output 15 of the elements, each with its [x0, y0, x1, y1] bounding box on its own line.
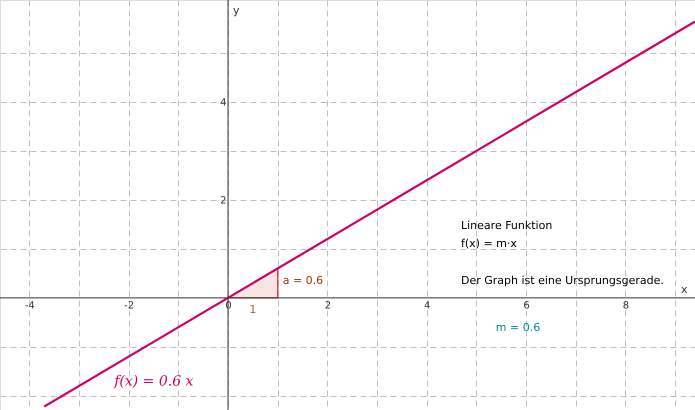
- annotation: Lineare Funktion: [461, 219, 552, 232]
- x-tick-label: 6: [523, 300, 530, 312]
- x-tick-label: 4: [424, 300, 430, 312]
- series-label: f(x) = 0.6 x: [113, 374, 194, 390]
- x-tick-label: 8: [622, 300, 630, 312]
- annotation: a = 0.6: [282, 274, 324, 288]
- annotation: f(x) = m·x: [461, 237, 518, 250]
- x-tick-label: -4: [24, 300, 35, 312]
- x-axis-title: x: [681, 282, 688, 296]
- x-tick-label: 2: [324, 300, 332, 312]
- annotation: m = 0.6: [496, 321, 540, 334]
- x-tick-label: -2: [124, 300, 134, 312]
- y-axis-title: y: [233, 4, 240, 17]
- annotation: 1: [249, 302, 256, 316]
- annotation: Der Graph ist eine Ursprungsgerade.: [461, 274, 664, 287]
